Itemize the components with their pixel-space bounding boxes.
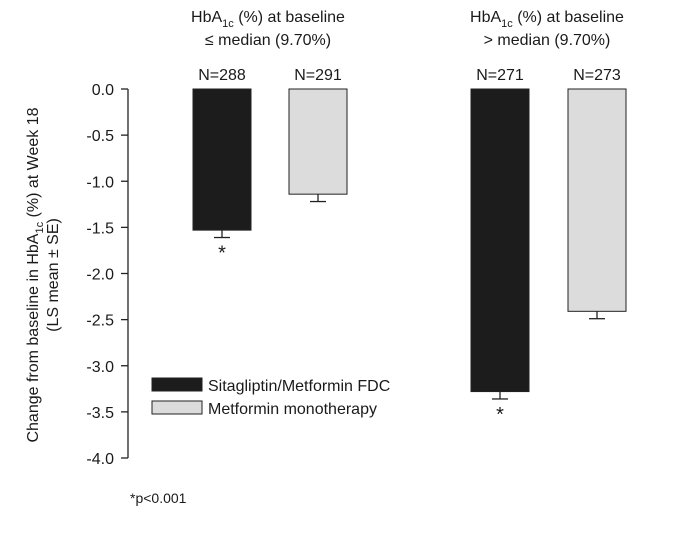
y-tick-label: -2.0	[86, 267, 114, 284]
significance-marker: *	[496, 404, 504, 426]
svg-text:HbA1c (%) at baseline: HbA1c (%) at baseline	[191, 9, 345, 30]
legend-label-fdc: Sitagliptin/Metformin FDC	[208, 378, 390, 395]
n-count-label: N=288	[198, 67, 246, 84]
bar	[288, 88, 348, 195]
y-tick-label: -1.0	[86, 174, 114, 191]
n-count-label: N=273	[573, 67, 621, 84]
group-header-1: HbA1c (%) at baseline ≤ median (9.70%)	[191, 9, 345, 49]
bar	[192, 88, 252, 231]
y-tick-label: 0.0	[92, 82, 114, 99]
group-header-1-subtitle: ≤ median (9.70%)	[205, 32, 331, 49]
y-tick-label: -2.5	[86, 313, 114, 330]
y-tick-label: -4.0	[86, 451, 114, 468]
bar	[567, 88, 627, 312]
legend-swatch-metformin	[151, 400, 203, 415]
group-header-2-subtitle: > median (9.70%)	[484, 32, 611, 49]
y-tick-label: -0.5	[86, 128, 114, 145]
svg-text:Change from baseline in HbA1c: Change from baseline in HbA1c (%) at Wee…	[25, 107, 46, 442]
n-count-label: N=271	[476, 67, 524, 84]
footnote: *p<0.001	[130, 490, 187, 506]
y-axis-ticks: 0.0 -0.5 -1.0 -1.5 -2.0 -2.5 -3.0 -3.5 -4.0	[86, 82, 128, 468]
n-count-label: N=291	[294, 67, 342, 84]
svg-text:HbA1c (%) at baseline: HbA1c (%) at baseline	[470, 9, 624, 30]
y-tick-label: -3.0	[86, 359, 114, 376]
significance-marker: *	[218, 243, 226, 265]
y-axis-label: Change from baseline in HbA1c (%) at Wee…	[25, 107, 62, 442]
y-axis-label-line2: (LS mean ± SE)	[45, 218, 62, 332]
bar	[470, 88, 530, 393]
legend-label-metformin: Metformin monotherapy	[208, 401, 377, 418]
bars-layer: **	[192, 88, 627, 426]
y-tick-label: -3.5	[86, 405, 114, 422]
legend-swatch-fdc	[151, 377, 203, 392]
y-tick-label: -1.5	[86, 220, 114, 237]
legend: Sitagliptin/Metformin FDC Metformin mono…	[151, 377, 390, 418]
group-header-2: HbA1c (%) at baseline > median (9.70%)	[470, 9, 624, 49]
